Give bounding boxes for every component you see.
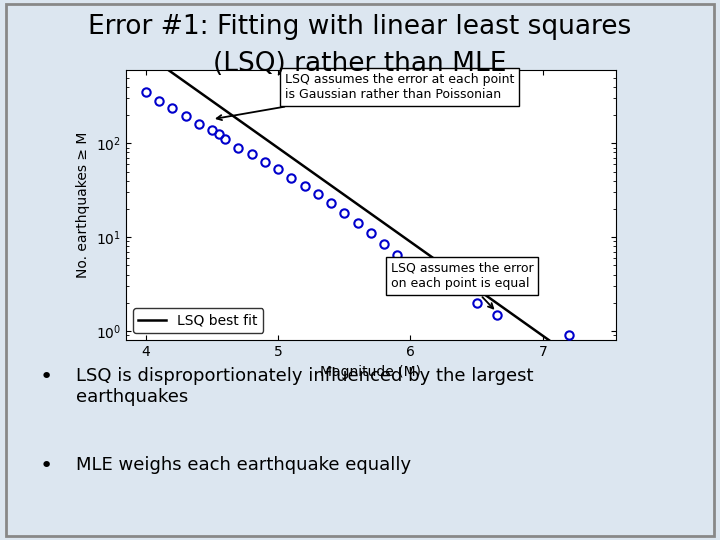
Legend: LSQ best fit: LSQ best fit bbox=[133, 308, 264, 333]
Text: Error #1: Fitting with linear least squares: Error #1: Fitting with linear least squa… bbox=[89, 14, 631, 39]
Text: LSQ is disproportionately influenced by the largest
earthquakes: LSQ is disproportionately influenced by … bbox=[76, 367, 533, 406]
X-axis label: Magnitude (M): Magnitude (M) bbox=[320, 364, 421, 379]
LSQ best fit bbox=[123, 38, 132, 44]
Text: LSQ assumes the error at each point
is Gaussian rather than Poissonian: LSQ assumes the error at each point is G… bbox=[217, 73, 514, 120]
LSQ best fit bbox=[417, 246, 426, 253]
Text: •: • bbox=[40, 367, 53, 387]
LSQ best fit bbox=[618, 389, 626, 395]
Text: LSQ assumes the error
on each point is equal: LSQ assumes the error on each point is e… bbox=[391, 261, 534, 308]
Y-axis label: No. earthquakes ≥ M: No. earthquakes ≥ M bbox=[76, 132, 90, 279]
Text: (LSQ) rather than MLE: (LSQ) rather than MLE bbox=[213, 51, 507, 77]
Text: MLE weighs each earthquake equally: MLE weighs each earthquake equally bbox=[76, 456, 410, 474]
Line: LSQ best fit: LSQ best fit bbox=[126, 40, 622, 392]
LSQ best fit bbox=[122, 37, 130, 43]
LSQ best fit bbox=[426, 252, 434, 259]
LSQ best fit bbox=[540, 334, 549, 340]
LSQ best fit bbox=[415, 245, 424, 252]
Text: •: • bbox=[40, 456, 53, 476]
LSQ best fit bbox=[572, 356, 580, 362]
